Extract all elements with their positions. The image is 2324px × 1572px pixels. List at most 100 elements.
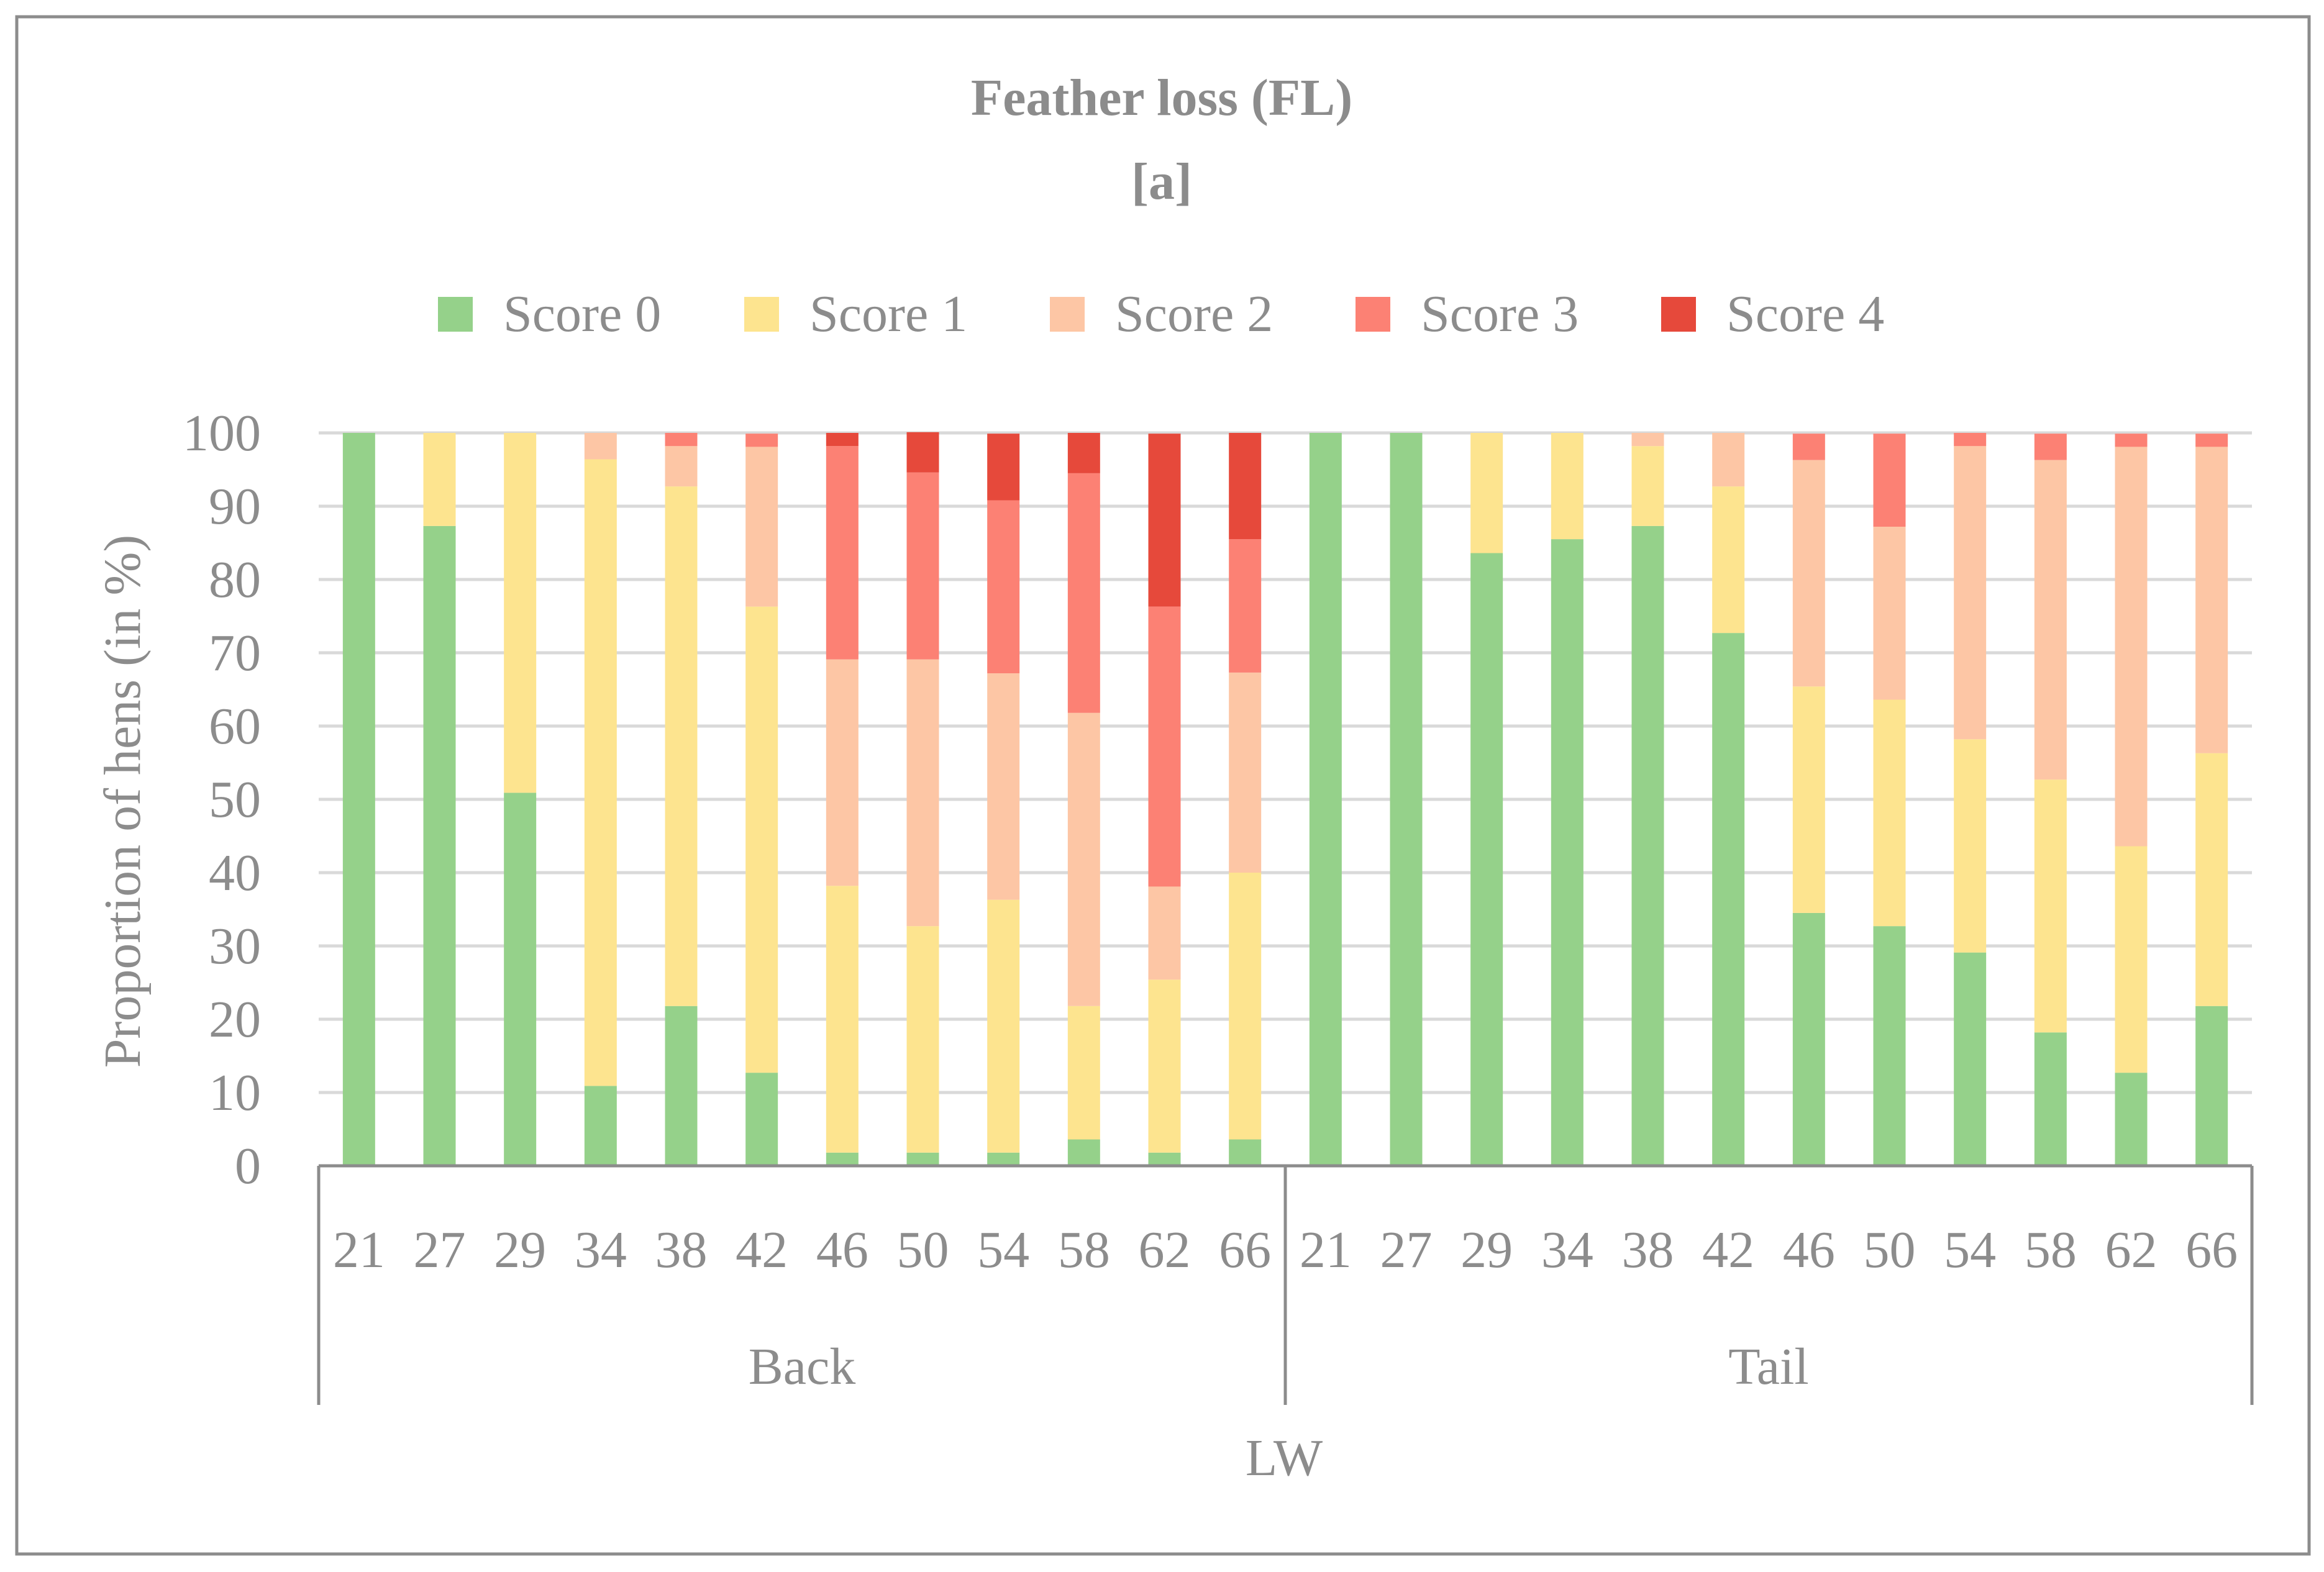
bar-back-21-score-0	[342, 433, 375, 1166]
bar-back-50-score-3	[906, 472, 939, 660]
x-tick-back-46: 46	[816, 1221, 868, 1279]
bar-tail-66-score-0	[2195, 1006, 2228, 1166]
legend-swatch-score-3	[1356, 297, 1390, 332]
bar-back-29-score-1	[504, 433, 537, 793]
x-tick-tail-58: 58	[2025, 1221, 2077, 1279]
bar-tail-42-score-2	[1712, 433, 1745, 487]
bar-back-50-score-4	[906, 432, 939, 473]
bar-back-54-score-0	[987, 1152, 1020, 1166]
x-tick-tail-27: 27	[1380, 1221, 1433, 1279]
bar-back-38-score-1	[665, 486, 698, 1006]
y-axis-ticks: 0 10 20 30 40 50 60 70 80 90 100	[183, 404, 261, 1195]
bar-tail-54-score-1	[1954, 739, 1987, 953]
bar-tail-50-score-0	[1873, 926, 1906, 1166]
bar-tail-58-score-2	[2034, 460, 2067, 780]
y-tick-50: 50	[209, 771, 261, 829]
bar-back-27-score-1	[423, 433, 456, 526]
bar-back-50-score-1	[906, 926, 939, 1153]
group-label-back: Back	[749, 1338, 856, 1396]
bar-tail-38-score-2	[1631, 433, 1664, 447]
x-tick-tail-54: 54	[1944, 1221, 1996, 1279]
bar-tail-50-score-1	[1873, 699, 1906, 927]
bar-tail-27-score-0	[1390, 433, 1423, 1166]
legend-label-score-0: Score 0	[503, 285, 661, 343]
legend-label-score-2: Score 2	[1115, 285, 1273, 343]
chart-subtitle: [a]	[1131, 153, 1192, 211]
bar-back-29-score-0	[504, 793, 537, 1166]
legend-swatch-score-0	[438, 297, 473, 332]
x-tick-back-54: 54	[977, 1221, 1029, 1279]
bar-back-46-score-2	[826, 659, 859, 886]
bar-back-66-score-4	[1229, 433, 1262, 540]
bar-back-46-score-3	[826, 446, 859, 660]
group-label-lw: LW	[1246, 1429, 1323, 1487]
bar-tail-21-score-0	[1309, 433, 1342, 1166]
bar-back-34-score-0	[584, 1086, 617, 1166]
bar-back-62-score-1	[1148, 979, 1181, 1153]
legend: Score 0 Score 1 Score 2 Score 3 Score 4	[438, 285, 1884, 343]
x-tick-tail-50: 50	[1864, 1221, 1916, 1279]
bar-back-58-score-3	[1067, 473, 1100, 713]
gridlines	[319, 431, 2252, 1094]
y-tick-10: 10	[209, 1064, 261, 1122]
y-tick-100: 100	[183, 404, 261, 462]
x-tick-back-42: 42	[736, 1221, 788, 1279]
bar-back-62-score-2	[1148, 886, 1181, 980]
y-tick-70: 70	[209, 624, 261, 682]
bar-tail-46-score-0	[1792, 912, 1825, 1166]
x-tick-tail-21: 21	[1300, 1221, 1352, 1279]
bar-tail-46-score-1	[1792, 686, 1825, 913]
x-tick-tail-66: 66	[2185, 1221, 2238, 1279]
x-tick-back-62: 62	[1139, 1221, 1191, 1279]
bar-tail-34-score-0	[1551, 539, 1584, 1166]
bar-back-46-score-1	[826, 886, 859, 1153]
bar-back-62-score-0	[1148, 1152, 1181, 1166]
bar-tail-54-score-2	[1954, 446, 1987, 740]
bar-tail-66-score-2	[2195, 447, 2228, 753]
bar-back-34-score-1	[584, 459, 617, 1086]
bar-back-42-score-2	[745, 447, 778, 607]
bar-back-42-score-3	[745, 434, 778, 447]
x-axis-ticks: 21 27 29 34 38 42 46 50 54 58 62 66 21 27 29 34 38 42 46 50…	[333, 1221, 2238, 1396]
bar-back-50-score-2	[906, 659, 939, 927]
bar-back-66-score-1	[1229, 873, 1262, 1140]
bar-tail-54-score-0	[1954, 952, 1987, 1166]
bar-tail-38-score-0	[1631, 525, 1664, 1166]
bar-back-54-score-3	[987, 500, 1020, 674]
bar-back-54-score-2	[987, 673, 1020, 900]
x-tick-back-66: 66	[1219, 1221, 1271, 1279]
bar-back-58-score-4	[1067, 433, 1100, 473]
bar-back-38-score-2	[665, 446, 698, 487]
bar-back-54-score-1	[987, 899, 1020, 1153]
legend-label-score-3: Score 3	[1421, 285, 1579, 343]
legend-swatch-score-4	[1661, 297, 1696, 332]
chart-title: Feather loss (FL)	[971, 69, 1352, 127]
bar-tail-58-score-3	[2034, 434, 2067, 460]
bar-back-66-score-2	[1229, 672, 1262, 873]
bar-back-42-score-1	[745, 606, 778, 1073]
bar-back-58-score-1	[1067, 1006, 1100, 1140]
bar-tail-42-score-0	[1712, 633, 1745, 1166]
x-tick-tail-46: 46	[1783, 1221, 1835, 1279]
bar-back-66-score-3	[1229, 539, 1262, 673]
bar-tail-66-score-1	[2195, 753, 2228, 1006]
bar-back-58-score-0	[1067, 1139, 1100, 1166]
bar-back-62-score-3	[1148, 606, 1181, 887]
bar-tail-58-score-1	[2034, 779, 2067, 1033]
x-tick-back-34: 34	[575, 1221, 627, 1279]
bar-tail-54-score-3	[1954, 433, 1987, 447]
bar-tail-34-score-1	[1551, 433, 1584, 540]
y-axis-title: Proportion of hens (in %)	[94, 535, 152, 1068]
y-tick-20: 20	[209, 991, 261, 1048]
legend-label-score-4: Score 4	[1726, 285, 1884, 343]
x-tick-tail-42: 42	[1702, 1221, 1754, 1279]
bar-tail-50-score-2	[1873, 527, 1906, 700]
bar-tail-50-score-3	[1873, 434, 1906, 527]
bar-back-54-score-4	[987, 434, 1020, 501]
bar-tail-42-score-1	[1712, 486, 1745, 634]
bar-back-46-score-4	[826, 433, 859, 447]
bar-tail-29-score-0	[1470, 553, 1503, 1166]
y-tick-80: 80	[209, 551, 261, 609]
x-tick-tail-29: 29	[1460, 1221, 1513, 1279]
